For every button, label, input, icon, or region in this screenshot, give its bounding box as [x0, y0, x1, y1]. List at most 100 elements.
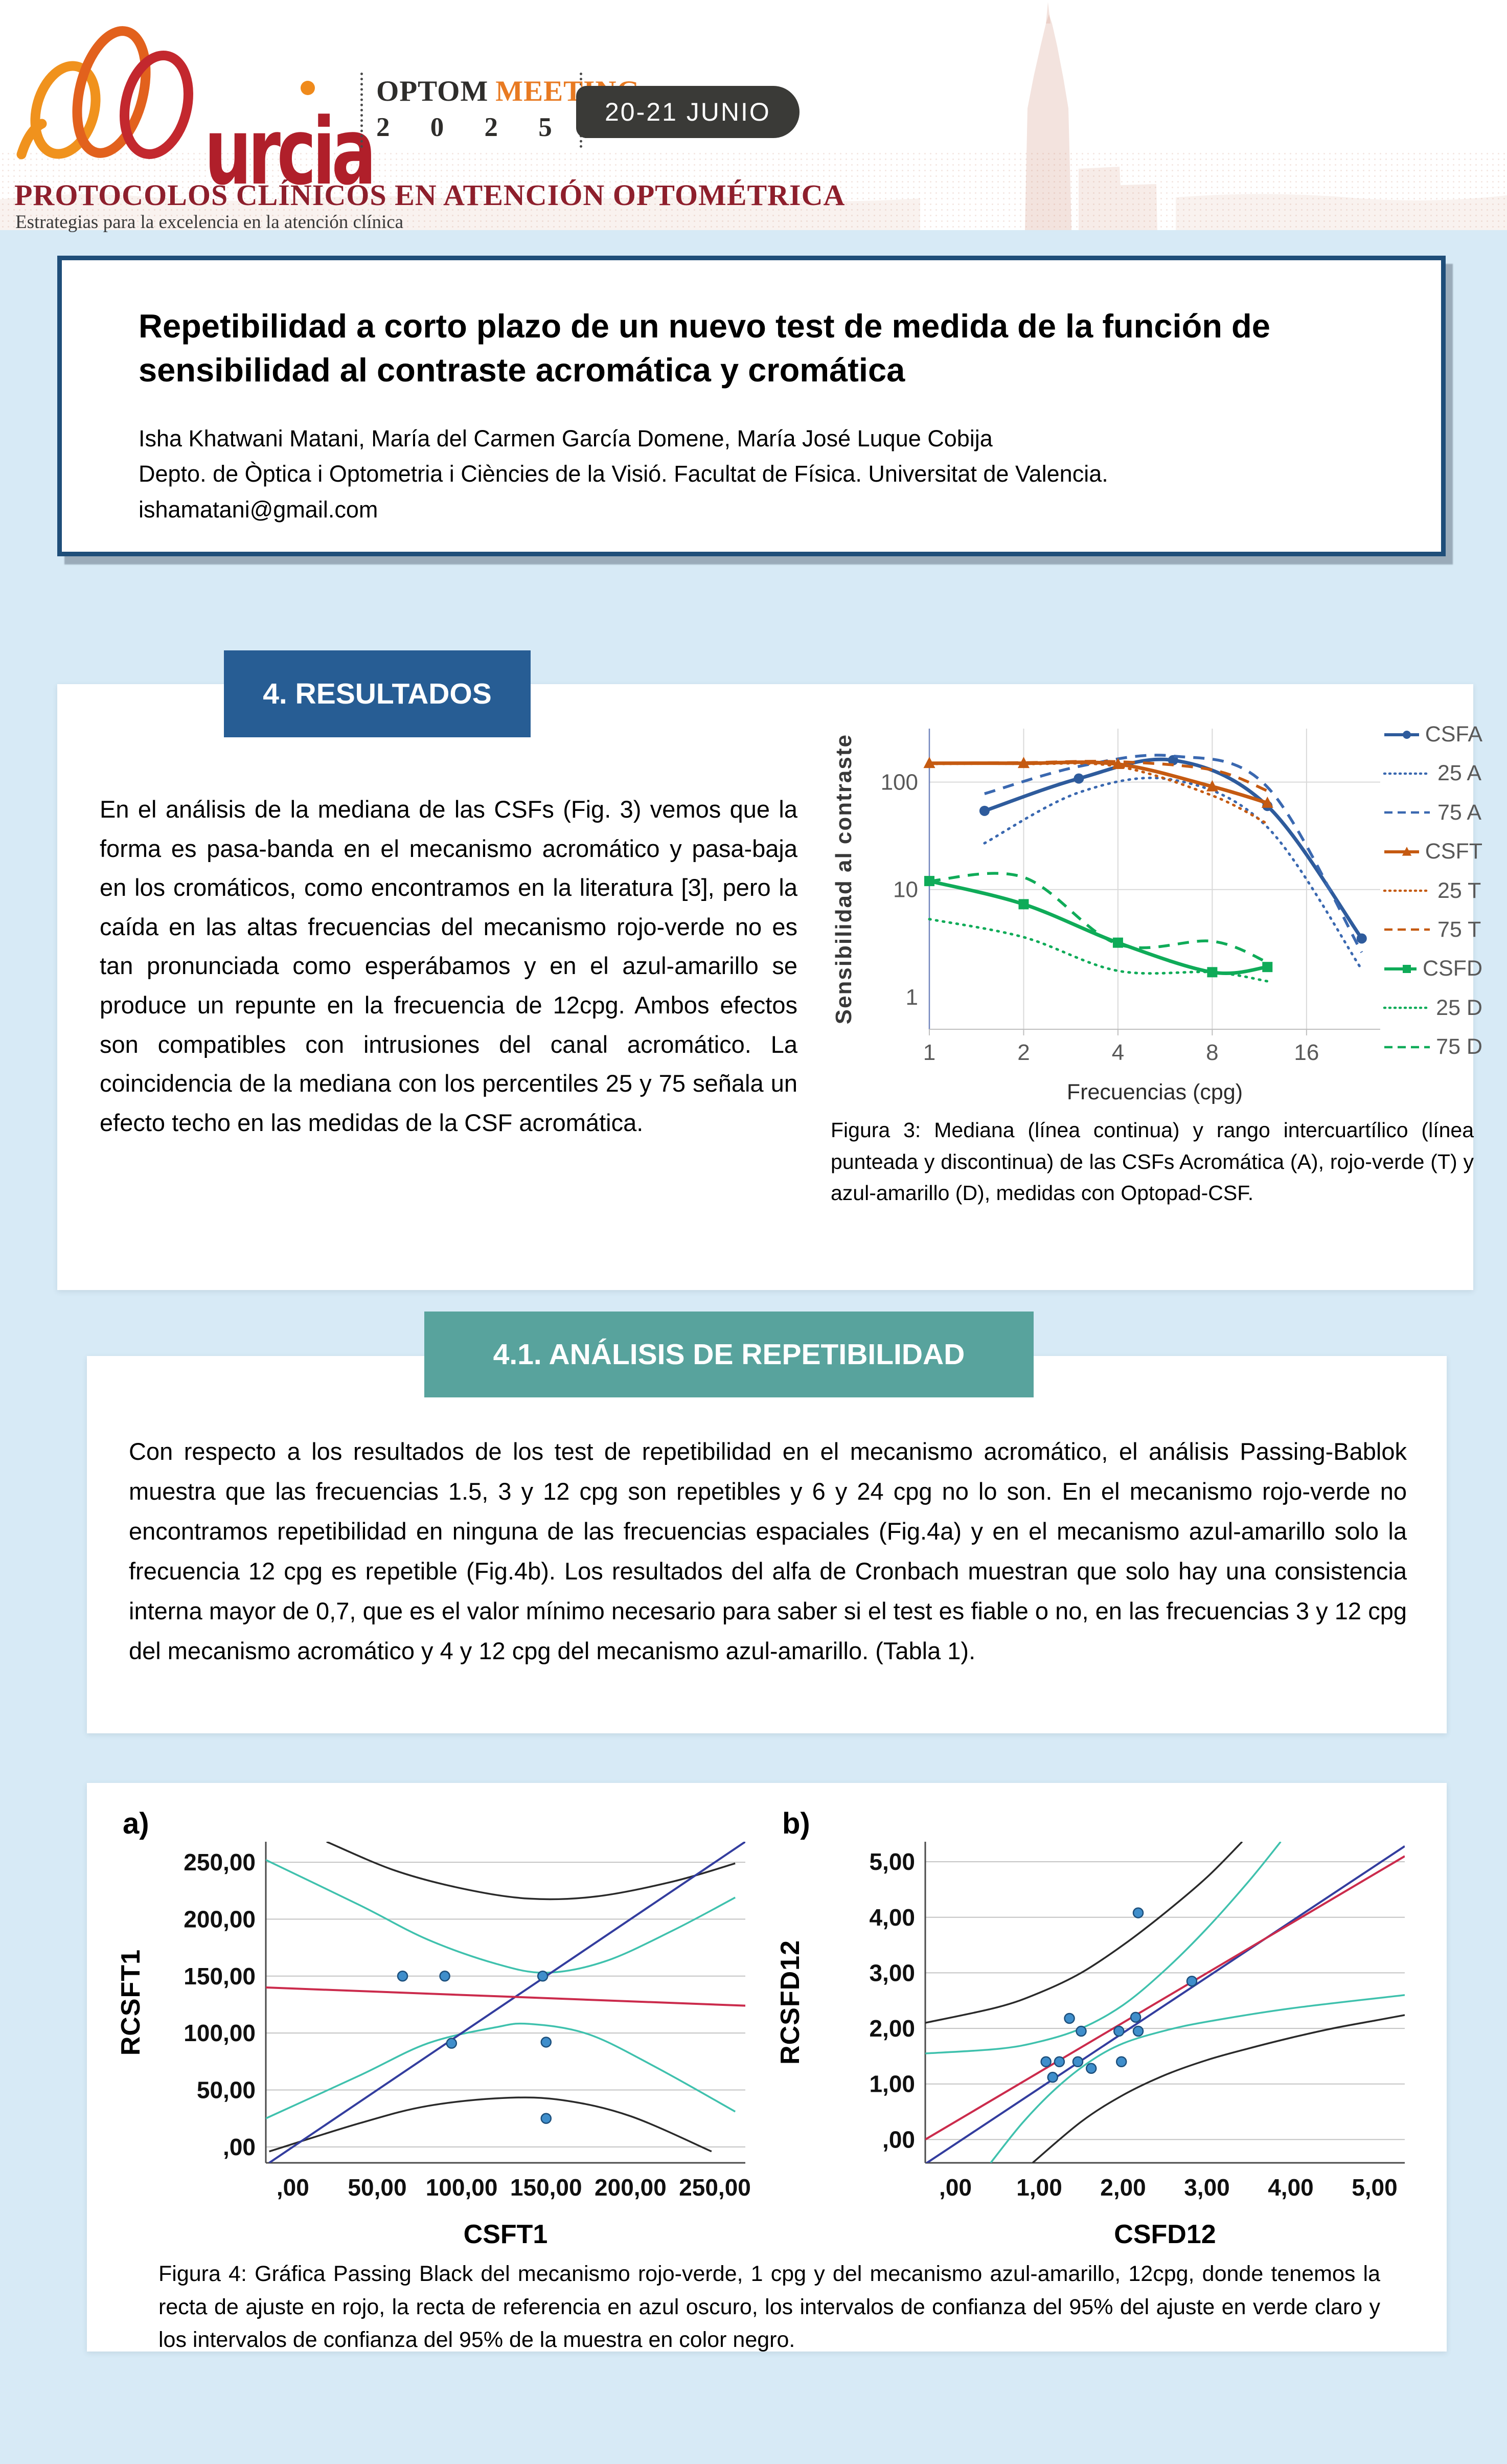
- svg-text:150,00: 150,00: [184, 1963, 256, 1990]
- legend-swatch: [1383, 772, 1431, 775]
- svg-text:,00: ,00: [882, 2126, 915, 2153]
- poster-title: Repetibilidad a corto plazo de un nuevo …: [139, 307, 1270, 389]
- event-brand-left: OPTOM: [376, 75, 489, 107]
- svg-text:3,00: 3,00: [1184, 2174, 1230, 2201]
- congress-title: PROTOCOLOS CLÍNICOS EN ATENCIÓN OPTOMÉTR…: [14, 178, 846, 212]
- svg-text:1,00: 1,00: [869, 2071, 915, 2097]
- legend-swatch: [1384, 730, 1419, 739]
- svg-text:2: 2: [1017, 1040, 1030, 1065]
- svg-text:250,00: 250,00: [679, 2174, 751, 2201]
- congress-subtitle: Estrategias para la excelencia en la ate…: [15, 212, 404, 233]
- legend-swatch: [1384, 964, 1417, 973]
- svg-text:,00: ,00: [223, 2134, 256, 2160]
- legend-swatch: [1383, 889, 1431, 892]
- legend-label: 75 T: [1437, 917, 1481, 942]
- figure4a-label: a): [123, 1807, 149, 1840]
- legend-item-75-a: 75 A: [1383, 800, 1482, 825]
- legend-item-csfa: CSFA: [1383, 722, 1482, 747]
- legend-label: 25 T: [1437, 878, 1481, 903]
- event-year: 2 0 2 5: [376, 112, 552, 142]
- legend-item-csft: CSFT: [1383, 839, 1482, 864]
- svg-text:150,00: 150,00: [510, 2174, 582, 2201]
- logo-wordmark: urcia: [204, 99, 376, 206]
- svg-text:100,00: 100,00: [184, 2020, 256, 2046]
- figure3-x-axis-label: Frecuencias (cpg): [1066, 1080, 1243, 1104]
- figure3-chart: 1 2 4 8 16 1 10 100: [881, 729, 1380, 1065]
- legend-label: 75 D: [1436, 1034, 1482, 1059]
- repeatability-panel: [87, 1356, 1447, 1733]
- svg-text:4: 4: [1112, 1040, 1124, 1065]
- legend-item-25-t: 25 T: [1383, 878, 1482, 903]
- figure4a-plot-block: a) RCSFT1 ,00 ,00 50,00 50,00 100,00 100,00 15…: [115, 1804, 764, 2254]
- legend-label: 25 A: [1437, 761, 1482, 786]
- logo-dot-icon: [301, 81, 315, 95]
- svg-text:50,00: 50,00: [197, 2076, 256, 2103]
- svg-text:16: 16: [1294, 1040, 1319, 1065]
- legend-label: CSFT: [1425, 839, 1482, 864]
- legend-item-25-a: 25 A: [1383, 761, 1482, 786]
- legend-item-25-d: 25 D: [1383, 996, 1482, 1021]
- figure4-caption: Figura 4: Gráfica Passing Black del meca…: [158, 2262, 1380, 2352]
- date-badge: 20-21 JUNIO: [576, 86, 800, 138]
- repeatability-section-header: 4.1. ANÁLISIS DE REPETIBILIDAD: [424, 1312, 1034, 1397]
- svg-text:3,00: 3,00: [869, 1959, 915, 1986]
- figure3-chart-block: Sensibilidad al contraste 1 2 4 8 16 1 10 100 F…: [828, 716, 1485, 1115]
- figure4b-label: b): [782, 1807, 810, 1840]
- svg-text:5,00: 5,00: [869, 1848, 915, 1875]
- event-brand: OPTOM MEETING: [376, 75, 640, 108]
- figure4b-chart: ,00 ,00 1,00 1,00 2,00 2,00 3,00 3,00 4,00 4,00 5,…: [869, 1842, 1405, 2201]
- svg-text:100,00: 100,00: [426, 2174, 498, 2201]
- results-body-text: En el análisis de la mediana de las CSFs…: [100, 796, 797, 1136]
- svg-text:1: 1: [906, 985, 918, 1010]
- figure4a-y-axis-label: RCSFT1: [116, 1949, 146, 2056]
- authors-line: Isha Khatwani Matani, María del Carmen G…: [139, 425, 993, 451]
- svg-text:1,00: 1,00: [1016, 2174, 1062, 2201]
- figure3-y-axis-label: Sensibilidad al contraste: [831, 733, 856, 1025]
- svg-text:10: 10: [893, 877, 918, 902]
- event-block: OPTOM MEETING 2 0 2 5: [360, 73, 640, 148]
- header-band: urcia OPTOM MEETING 2 0 2 5 20-21 JUNIO P…: [0, 0, 1507, 233]
- legend-label: 25 D: [1436, 995, 1482, 1020]
- legend-label: CSFD: [1422, 956, 1482, 981]
- legend-swatch: [1384, 929, 1430, 931]
- cathedral-sketch: [0, 2, 1507, 230]
- figure4b-x-axis-label: CSFD12: [1114, 2220, 1216, 2249]
- svg-text:5,00: 5,00: [1352, 2174, 1398, 2201]
- stipple-texture: [0, 151, 1507, 230]
- legend-label: 75 A: [1437, 800, 1482, 825]
- figure3-legend: CSFA 25 A 75 A CSFT 25 T 75 T CSFD 25 D 75 D: [1383, 722, 1482, 1059]
- legend-swatch: [1384, 811, 1430, 814]
- svg-text:200,00: 200,00: [595, 2174, 667, 2201]
- figure4a-x-axis-label: CSFT1: [463, 2220, 548, 2249]
- svg-text:250,00: 250,00: [184, 1849, 256, 1875]
- murcia-logo: urcia: [14, 20, 382, 198]
- svg-text:50,00: 50,00: [348, 2174, 406, 2201]
- figure4b-y-axis-label: RCSFD12: [775, 1940, 805, 2065]
- svg-text:4,00: 4,00: [1268, 2174, 1314, 2201]
- results-panel: [57, 684, 1473, 1290]
- svg-text:1: 1: [923, 1040, 935, 1065]
- poster-title-box: Repetibilidad a corto plazo de un nuevo …: [57, 256, 1446, 556]
- svg-text:200,00: 200,00: [184, 1906, 256, 1932]
- svg-text:8: 8: [1206, 1040, 1218, 1065]
- affiliation-line: Depto. de Òptica i Optometria i Ciències…: [139, 461, 1108, 487]
- legend-swatch: [1384, 1046, 1430, 1048]
- murcia-logo-waves: [16, 26, 193, 160]
- figure4-panel: [87, 1783, 1447, 2352]
- email-line: ishamatani@gmail.com: [139, 496, 378, 523]
- legend-label: CSFA: [1425, 722, 1482, 747]
- svg-text:2,00: 2,00: [1100, 2174, 1146, 2201]
- legend-swatch: [1384, 846, 1419, 856]
- repeatability-body-text: Con respecto a los resultados de los tes…: [129, 1438, 1407, 1665]
- legend-item-csfd: CSFD: [1383, 956, 1482, 981]
- legend-item-75-t: 75 T: [1383, 917, 1482, 942]
- svg-text:100: 100: [881, 770, 918, 795]
- legend-item-75-d: 75 D: [1383, 1034, 1482, 1059]
- legend-swatch: [1383, 1006, 1430, 1009]
- figure3-caption: Figura 3: Mediana (línea continua) y ran…: [831, 1118, 1474, 1205]
- svg-text:,00: ,00: [939, 2174, 972, 2201]
- svg-text:2,00: 2,00: [869, 2015, 915, 2042]
- svg-text:4,00: 4,00: [869, 1904, 915, 1931]
- figure4b-plot-block: b) RCSFD12 ,00 ,00 1,00 1,00 2,00 2,00 3,00 3,0…: [774, 1804, 1424, 2254]
